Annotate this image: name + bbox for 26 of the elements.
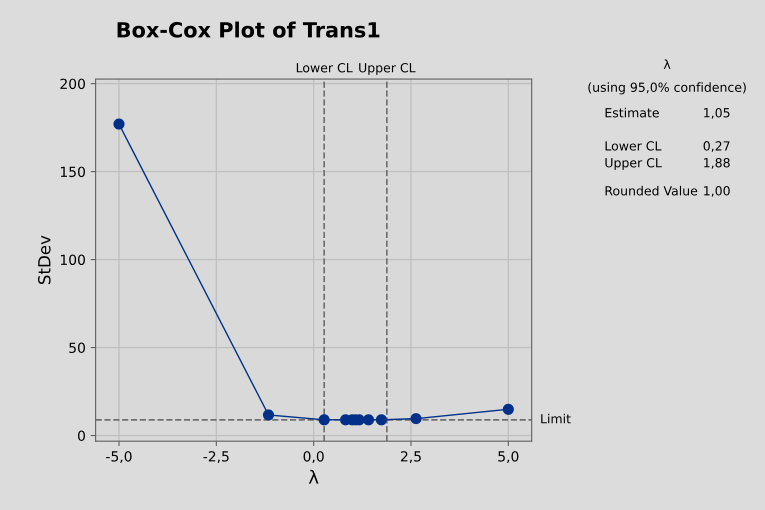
text: (using 95,0% confidence) [588, 82, 746, 94]
text: 1,00 [704, 186, 730, 197]
y-tick-label: 100 [60, 254, 85, 266]
x-tick-label: -2,5 [203, 451, 229, 464]
x-tick-label: 2,5 [400, 451, 421, 464]
x-tick-label: 0,0 [304, 451, 324, 464]
text: 1,05 [704, 108, 730, 119]
y-tick-label: 150 [60, 166, 85, 178]
ref-line-label: Upper CL [359, 63, 416, 75]
x-tick-label: -5,0 [106, 451, 132, 464]
text: λ [664, 59, 670, 69]
ref-line-label: Lower CL [296, 63, 353, 72]
y-tick-label: 0 [78, 430, 85, 441]
text: 1,88 [704, 158, 730, 169]
x-axis-title: λ [308, 470, 318, 484]
x-tick-label: 5,0 [498, 451, 518, 464]
text: 0,27 [704, 141, 730, 152]
text: Lower CL [606, 141, 662, 151]
text: Upper CL [605, 158, 662, 170]
text: Rounded Value [606, 186, 698, 196]
y-axis-title: StDev [38, 236, 51, 284]
y-tick-label: 50 [69, 342, 85, 354]
text: Estimate [606, 108, 659, 118]
ref-line-label: Limit [541, 414, 571, 424]
y-tick-label: 200 [60, 78, 85, 90]
chart-title: Box-Cox Plot of Trans1 [118, 22, 380, 38]
